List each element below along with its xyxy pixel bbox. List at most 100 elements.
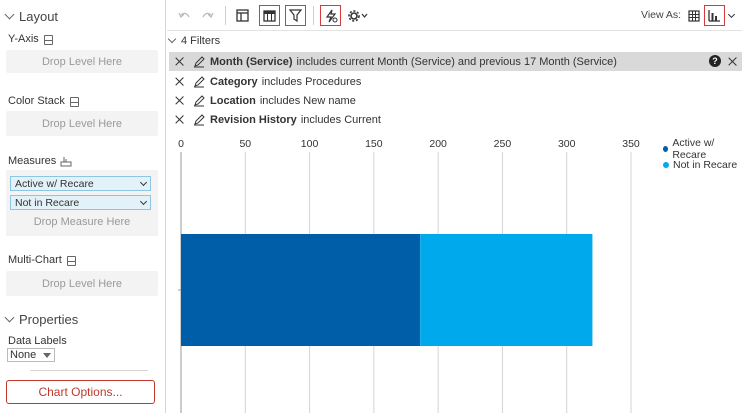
layout-toggle-button[interactable] — [233, 5, 251, 26]
filter-text: includes Procedures — [261, 75, 362, 88]
measure-drop-zone[interactable]: Drop Measure Here — [6, 214, 158, 230]
x-tick-label: 150 — [365, 138, 383, 150]
color-stack-drop-zone[interactable]: Drop Level Here — [6, 111, 158, 136]
data-labels-value: None — [10, 349, 37, 361]
remove-filter-icon[interactable] — [175, 115, 184, 124]
filter-button[interactable] — [285, 5, 306, 26]
data-labels-label: Data Labels — [8, 335, 67, 347]
bar-chart: 0 50 100 150 200 250 300 350 — [178, 138, 640, 413]
pencil-icon[interactable] — [193, 113, 205, 126]
filter-row-revision[interactable]: Revision History includes Current — [169, 110, 742, 129]
x-tick-label: 250 — [494, 138, 512, 150]
settings-button[interactable] — [347, 5, 369, 26]
legend-label: Active w/ Recare — [672, 137, 715, 161]
x-tick-label: 300 — [558, 138, 576, 150]
grid-icon — [688, 9, 700, 22]
filter-text: includes current Month (Service) and pre… — [296, 55, 617, 68]
filter-row-location[interactable]: Location includes New name — [169, 91, 742, 110]
ruler-icon — [60, 156, 72, 166]
layout-title: Layout — [19, 9, 59, 24]
bar-active-recare[interactable] — [181, 234, 421, 346]
filter-name: Category — [210, 75, 258, 88]
y-axis-label: Y-Axis — [8, 33, 53, 45]
x-tick-label: 350 — [622, 138, 640, 150]
filter-row-month[interactable]: Month (Service) includes current Month (… — [169, 52, 742, 71]
undo-button[interactable] — [175, 5, 193, 26]
chevron-down-icon — [167, 34, 177, 44]
chart-options-button[interactable]: Chart Options... — [6, 380, 155, 404]
view-as-label: View As: — [641, 9, 682, 21]
divider — [30, 370, 148, 371]
measure-label: Active w/ Recare — [15, 177, 94, 190]
gear-icon — [348, 9, 368, 22]
grid-view-button[interactable] — [685, 5, 703, 26]
y-axis-label-text: Y-Axis — [8, 33, 39, 45]
chart-bars — [181, 234, 593, 346]
layers-icon — [69, 97, 79, 106]
chart-options-label: Chart Options... — [38, 385, 123, 399]
redo-button[interactable] — [199, 5, 217, 26]
undo-icon — [178, 12, 190, 18]
data-labels-select[interactable]: None — [7, 348, 55, 362]
bar-chart-icon — [708, 10, 720, 22]
legend-label: Not in Recare — [673, 159, 738, 171]
color-stack-label: Color Stack — [8, 95, 79, 107]
layout-panel: Layout Y-Axis Drop Level Here Color Stac… — [0, 0, 166, 413]
toolbar-separator — [313, 6, 314, 25]
multichart-drop-zone[interactable]: Drop Level Here — [6, 271, 158, 296]
pencil-icon[interactable] — [193, 94, 205, 107]
pencil-icon[interactable] — [193, 75, 205, 88]
multichart-drop-text: Drop Level Here — [41, 277, 123, 290]
measure-pill-not-in-recare[interactable]: Not in Recare — [10, 195, 151, 210]
chart-view-button[interactable] — [704, 5, 725, 26]
y-axis-drop-zone[interactable]: Drop Level Here — [6, 50, 158, 73]
filters-toggle[interactable]: 4 Filters — [167, 34, 221, 47]
chevron-down-icon[interactable] — [139, 197, 148, 205]
measures-label: Measures — [8, 155, 72, 167]
table-icon — [263, 9, 276, 22]
remove-filter-icon[interactable] — [175, 77, 184, 86]
y-axis-drop-text: Drop Level Here — [41, 55, 123, 68]
legend-item-not-in-recare[interactable]: Not in Recare — [663, 159, 737, 171]
color-stack-drop-text: Drop Level Here — [41, 117, 123, 130]
filter-name: Location — [210, 94, 256, 107]
legend-item-active-recare[interactable]: Active w/ Recare — [663, 137, 742, 161]
legend-swatch — [663, 146, 669, 152]
x-axis-ticks: 0 50 100 150 200 250 300 350 — [178, 138, 640, 150]
multichart-label: Multi-Chart — [8, 254, 76, 266]
toolbar: View As: — [167, 0, 742, 31]
x-tick-label: 0 — [178, 138, 184, 150]
color-stack-label-text: Color Stack — [8, 95, 65, 107]
table-view-button[interactable] — [259, 5, 280, 26]
layout-section-header[interactable]: Layout — [4, 9, 59, 24]
chevron-down-icon — [4, 9, 15, 20]
toolbar-separator — [225, 6, 226, 25]
remove-filter-icon[interactable] — [175, 57, 184, 66]
measure-pill-active-recare[interactable]: Active w/ Recare — [10, 176, 151, 191]
filters-count: 4 Filters — [181, 35, 221, 47]
chevron-down-icon — [4, 312, 15, 323]
legend-swatch — [663, 162, 669, 168]
chevron-down-icon — [727, 10, 735, 18]
help-icon[interactable]: ? — [709, 55, 721, 67]
chart-type-dropdown[interactable] — [726, 5, 736, 26]
dropdown-arrow-icon — [43, 352, 51, 358]
pencil-icon[interactable] — [193, 55, 205, 68]
filter-name: Revision History — [210, 113, 297, 126]
x-tick-label: 200 — [429, 138, 447, 150]
chevron-down-icon[interactable] — [139, 178, 148, 186]
measures-label-text: Measures — [8, 155, 57, 167]
filter-row-category[interactable]: Category includes Procedures — [169, 72, 742, 91]
properties-section-header[interactable]: Properties — [4, 312, 79, 327]
multichart-label-text: Multi-Chart — [8, 254, 62, 266]
properties-title: Properties — [19, 312, 79, 327]
layers-icon — [43, 35, 53, 44]
remove-filter-icon[interactable] — [175, 96, 184, 105]
close-icon[interactable] — [728, 57, 737, 66]
measure-label: Not in Recare — [15, 196, 80, 209]
bar-not-in-recare[interactable] — [420, 234, 593, 346]
measure-drop-text: Drop Measure Here — [33, 216, 131, 228]
lightning-icon — [325, 9, 337, 22]
panel-layout-icon — [235, 9, 249, 22]
quick-action-button[interactable] — [320, 5, 341, 26]
